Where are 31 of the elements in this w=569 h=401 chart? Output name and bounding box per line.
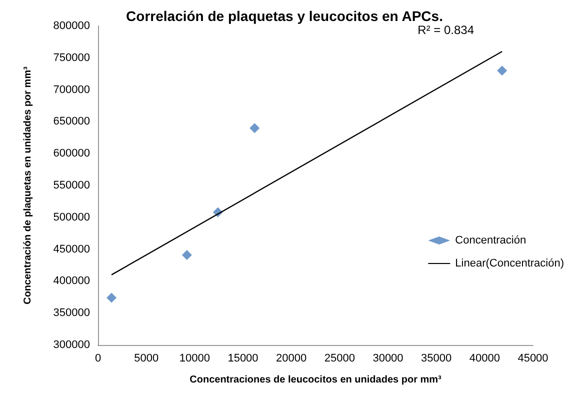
point xyxy=(106,292,117,303)
y-tick-label: 450000 xyxy=(53,243,90,256)
y-tick-label: 350000 xyxy=(53,307,90,320)
y-tick-label: 750000 xyxy=(53,52,90,64)
x-tick-label: 20000 xyxy=(276,352,307,364)
annotation: R² = 0.834 xyxy=(418,23,474,37)
y-tick-label: 500000 xyxy=(53,211,90,224)
y-tick-label: 550000 xyxy=(53,180,90,192)
x-tick-label: 10000 xyxy=(179,352,210,364)
point xyxy=(250,123,260,134)
chart-title: Correlación de plaquetas y leucocitos en APCs. xyxy=(126,8,443,24)
y-tick-label: 400000 xyxy=(53,275,90,288)
x-tick-label: 0 xyxy=(94,352,102,364)
x-tick-label: 30000 xyxy=(372,352,404,364)
x-axis-title: Concentraciones de leucocitos en unidades por mm³ xyxy=(190,374,442,386)
x-tick-label: 25000 xyxy=(324,352,355,364)
x-tick-label: 5000 xyxy=(134,352,159,364)
x-tick-label: 40000 xyxy=(469,352,500,364)
y-axis-title: Concentración de plaquetas en unidades por mm³ xyxy=(22,66,34,304)
y-tick-label: 650000 xyxy=(53,116,90,128)
x-tick-label: 15000 xyxy=(228,352,258,364)
point xyxy=(497,66,508,76)
point xyxy=(182,250,192,260)
y-tick-label: 600000 xyxy=(53,148,90,160)
legend-label: Linear(Concentración) xyxy=(455,258,564,270)
x-tick-label: 35000 xyxy=(421,352,452,364)
y-tick-label: 300000 xyxy=(53,339,90,351)
y-tick-label: 800000 xyxy=(53,20,90,32)
x-tick-label: 45000 xyxy=(518,352,548,364)
y-tick-label: 700000 xyxy=(53,84,90,96)
legend-label: Concentración xyxy=(455,234,526,246)
